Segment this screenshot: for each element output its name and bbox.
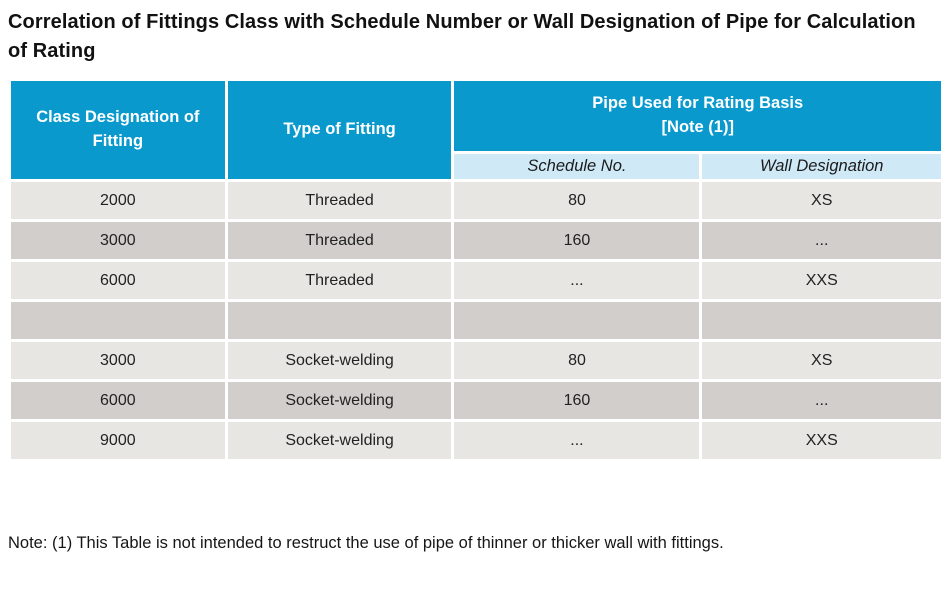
cell-schedule-no: 160	[454, 382, 700, 419]
fittings-table: Class Designation of Fitting Type of Fit…	[8, 78, 944, 462]
cell-type-of-fitting: Threaded	[227, 222, 452, 259]
cell-type-of-fitting: Socket-welding	[227, 342, 452, 379]
header-pipe-used-line2: [Note (1)]	[661, 118, 734, 136]
table-row: 9000 Socket-welding ... XXS	[11, 422, 941, 459]
cell-wall-designation: XXS	[702, 422, 941, 459]
footnote: Note: (1) This Table is not intended to …	[8, 477, 944, 595]
cell-wall-designation	[702, 302, 941, 339]
header-type-of-fitting: Type of Fitting	[227, 81, 452, 179]
cell-type-of-fitting: Socket-welding	[227, 422, 452, 459]
cell-type-of-fitting: Socket-welding	[227, 382, 452, 419]
table-row: 3000 Threaded 160 ...	[11, 222, 941, 259]
cell-type-of-fitting	[227, 302, 452, 339]
table-row: 6000 Threaded ... XXS	[11, 262, 941, 299]
header-row-main: Class Designation of Fitting Type of Fit…	[11, 81, 941, 179]
table-row: 3000 Socket-welding 80 XS	[11, 342, 941, 379]
cell-class-designation: 2000	[11, 182, 225, 219]
cell-class-designation: 6000	[11, 262, 225, 299]
header-pipe-used-line1: Pipe Used for Rating Basis	[592, 94, 804, 113]
cell-class-designation: 9000	[11, 422, 225, 459]
cell-class-designation: 6000	[11, 382, 225, 419]
cell-schedule-no: 160	[454, 222, 700, 259]
table-title: Correlation of Fittings Class with Sched…	[8, 11, 916, 62]
table-row: 2000 Threaded 80 XS	[11, 182, 941, 219]
cell-schedule-no	[454, 302, 700, 339]
cell-schedule-no: 80	[454, 342, 700, 379]
cell-schedule-no: ...	[454, 422, 700, 459]
cell-wall-designation: XS	[702, 342, 941, 379]
header-wall-designation: Wall Designation	[702, 154, 941, 179]
header-row-sub: Schedule No. Wall Designation	[11, 154, 941, 179]
cell-wall-designation: ...	[702, 222, 941, 259]
cell-schedule-no: ...	[454, 262, 700, 299]
cell-class-designation: 3000	[11, 222, 225, 259]
footnote-line-1: Note: (1) This Table is not intended to …	[8, 533, 724, 552]
cell-schedule-no: 80	[454, 182, 700, 219]
cell-wall-designation: ...	[702, 382, 941, 419]
cell-wall-designation: XS	[702, 182, 941, 219]
table-row-spacer	[11, 302, 941, 339]
table-row: 6000 Socket-welding 160 ...	[11, 382, 941, 419]
header-pipe-used-group: Pipe Used for Rating Basis [Note (1)]	[454, 81, 941, 151]
cell-wall-designation: XXS	[702, 262, 941, 299]
cell-class-designation	[11, 302, 225, 339]
header-class-designation: Class Designation of Fitting	[11, 81, 225, 179]
cell-class-designation: 3000	[11, 342, 225, 379]
cell-type-of-fitting: Threaded	[227, 182, 452, 219]
cell-type-of-fitting: Threaded	[227, 262, 452, 299]
header-schedule-no: Schedule No.	[454, 154, 700, 179]
